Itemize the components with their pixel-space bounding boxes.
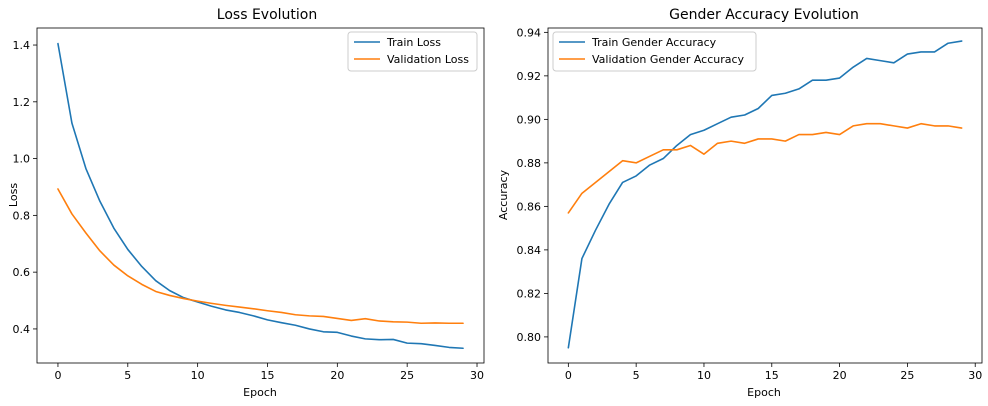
x-tick-label: 25 xyxy=(400,369,414,382)
legend-label-validation-gender-accuracy: Validation Gender Accuracy xyxy=(592,53,745,66)
y-tick-label: 1.2 xyxy=(13,96,31,109)
y-tick-label: 0.84 xyxy=(517,244,542,257)
series-lines xyxy=(567,40,963,349)
y-tick-label: 0.88 xyxy=(517,157,542,170)
x-tick-label: 25 xyxy=(900,369,914,382)
chart-title: Loss Evolution xyxy=(217,7,317,23)
y-tick-label: 0.90 xyxy=(517,113,542,126)
x-tick-label: 10 xyxy=(697,369,711,382)
axis-ticks: 0 5 10 15 20 25 30 0.80 0.82 0.84 0.86 0.88 0.90 0.92… xyxy=(517,26,983,382)
x-tick-label: 30 xyxy=(968,369,982,382)
legend-label-train-gender-accuracy: Train Gender Accuracy xyxy=(591,36,717,49)
x-tick-label: 20 xyxy=(833,369,847,382)
legend-label-validation-loss: Validation Loss xyxy=(387,53,469,66)
x-tick-label: 0 xyxy=(565,369,572,382)
x-tick-label: 15 xyxy=(260,369,274,382)
series-line-train-loss xyxy=(57,42,464,350)
loss-chart: Loss Evolution 0 5 10 15 20 25 30 0.4 0.6 0.8 1.0 1… xyxy=(7,7,485,399)
legend-box xyxy=(347,31,478,72)
y-tick-label: 0.82 xyxy=(517,287,542,300)
legend-label-train-loss: Train Loss xyxy=(386,36,441,49)
x-tick-label: 0 xyxy=(54,369,61,382)
x-tick-label: 15 xyxy=(765,369,779,382)
x-tick-label: 20 xyxy=(330,369,344,382)
series-line-validation-gender-accuracy xyxy=(567,122,963,214)
x-axis-label: Epoch xyxy=(243,386,277,399)
y-axis-label: Loss xyxy=(7,183,20,207)
gender-accuracy-chart: Gender Accuracy Evolution 0 5 10 15 20 25 30 0.… xyxy=(497,7,983,399)
y-tick-label: 0.80 xyxy=(517,331,542,344)
y-tick-label: 0.92 xyxy=(517,70,542,83)
plot-area xyxy=(547,27,983,364)
y-axis-label: Accuracy xyxy=(497,169,510,220)
y-tick-label: 0.86 xyxy=(517,200,542,213)
y-tick-label: 0.4 xyxy=(13,323,31,336)
y-tick-label: 0.6 xyxy=(13,266,31,279)
plot-area xyxy=(36,27,485,364)
y-tick-label: 1.4 xyxy=(13,39,31,52)
legend: Train Loss Validation Loss xyxy=(347,31,478,72)
legend-box xyxy=(552,31,757,72)
x-tick-label: 10 xyxy=(191,369,205,382)
y-tick-label: 0.8 xyxy=(13,209,31,222)
x-tick-label: 30 xyxy=(470,369,484,382)
series-line-train-gender-accuracy xyxy=(567,40,963,349)
chart-title: Gender Accuracy Evolution xyxy=(669,7,859,23)
series-line-validation-loss xyxy=(57,188,464,325)
axis-ticks: 0 5 10 15 20 25 30 0.4 0.6 0.8 1.0 1.2 1.4 xyxy=(13,39,485,382)
x-tick-label: 5 xyxy=(633,369,640,382)
legend: Train Gender Accuracy Validation Gender … xyxy=(552,31,757,72)
x-axis-label: Epoch xyxy=(747,386,781,399)
series-lines xyxy=(57,42,464,350)
y-tick-label: 1.0 xyxy=(13,153,31,166)
x-tick-label: 5 xyxy=(124,369,131,382)
y-tick-label: 0.94 xyxy=(517,26,542,39)
